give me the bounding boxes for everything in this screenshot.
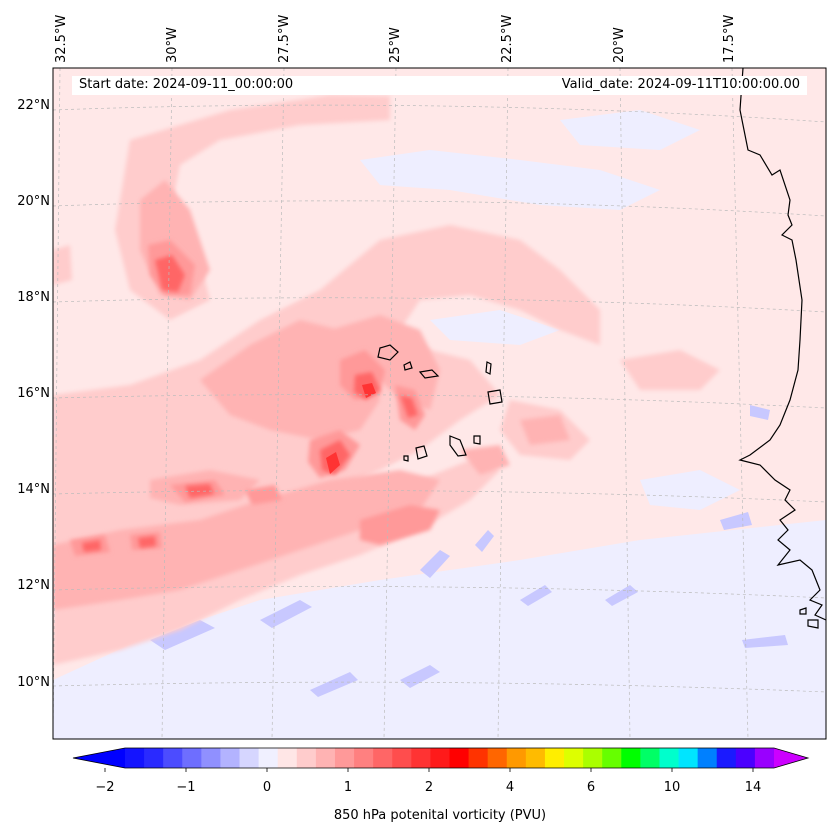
colorbar-cell — [277, 748, 298, 768]
colorbar-tick-label: 1 — [343, 780, 353, 795]
colorbar-tick-label: 4 — [505, 780, 515, 795]
colorbar-ticks — [104, 768, 754, 772]
lat-label: 10°N — [17, 675, 50, 690]
colorbar-tick-label: 2 — [424, 780, 434, 795]
colorbar-outline — [72, 747, 810, 769]
colorbar-cell — [354, 748, 374, 768]
colorbar-cell — [315, 748, 336, 768]
colorbar-cell — [506, 748, 527, 768]
colorbar-cell — [430, 748, 450, 768]
colorbar-cell — [392, 748, 412, 768]
colorbar-cell — [125, 748, 145, 768]
lon-label: 32.5°W — [54, 14, 69, 63]
graticule — [53, 68, 826, 739]
cape-verde-santo-antao — [377, 344, 399, 361]
bijagos-islands — [799, 607, 819, 629]
colorbar-cell — [182, 748, 202, 768]
colorbar-cell — [163, 748, 183, 768]
lon-label: 25°W — [388, 27, 403, 63]
colorbar-cell — [201, 748, 221, 768]
colorbar-cell — [621, 748, 641, 768]
cape-verde-fogo — [415, 445, 428, 460]
colorbar-cell — [334, 748, 355, 768]
cape-verde-sao-vicente — [403, 361, 413, 371]
cape-verde-boa-vista — [487, 389, 503, 405]
colorbar-tick-label: 14 — [744, 780, 762, 795]
colorbar-cell — [659, 748, 679, 768]
pv-level-5 — [326, 383, 376, 474]
cape-verde-sao-nicolau — [418, 369, 440, 379]
colorbar-cell — [258, 748, 279, 768]
valid-date-label: Valid_date: 2024-09-11T10:00:00.00 — [561, 77, 800, 92]
cape-verde-santiago — [449, 435, 467, 457]
colorbar-cells — [125, 748, 775, 768]
lon-label: 20°W — [612, 27, 627, 63]
cape-verde-sal — [485, 361, 492, 375]
cape-verde-maio — [473, 435, 481, 445]
lat-label: 16°N — [17, 386, 50, 401]
colorbar-cell — [640, 748, 660, 768]
lat-label: 18°N — [17, 290, 50, 305]
colorbar-cell — [296, 748, 317, 768]
colorbar-extend-high — [774, 748, 808, 768]
colorbar-cell — [697, 748, 718, 768]
colorbar-cell — [525, 748, 546, 768]
colorbar-tick-label: 6 — [586, 780, 596, 795]
colorbar-cell — [220, 748, 240, 768]
colorbar — [72, 747, 810, 772]
colorbar-cell — [468, 748, 489, 768]
lat-label: 14°N — [17, 482, 50, 497]
colorbar-title: 850 hPa potenital vorticity (PVU) — [333, 808, 547, 823]
colorbar-tick-label: 0 — [262, 780, 272, 795]
africa-coastline — [738, 68, 826, 621]
coastlines — [377, 68, 826, 629]
lon-label: 30°W — [165, 27, 180, 63]
colorbar-cell — [754, 748, 775, 768]
map-frame — [52, 67, 827, 740]
lon-label: 27.5°W — [277, 14, 292, 63]
colorbar-extend-low — [73, 748, 125, 768]
colorbar-cell — [487, 748, 508, 768]
colorbar-cell — [449, 748, 469, 768]
lat-label: 22°N — [17, 98, 50, 113]
colorbar-cell — [144, 748, 164, 768]
lat-label: 12°N — [17, 578, 50, 593]
colorbar-cell — [373, 748, 393, 768]
lon-label: 22.5°W — [500, 14, 515, 63]
colorbar-cell — [544, 748, 565, 768]
colorbar-cell — [735, 748, 756, 768]
colorbar-cell — [411, 748, 431, 768]
map-plot-area — [53, 68, 826, 739]
colorbar-cell — [583, 748, 603, 768]
colorbar-tick-label: 10 — [663, 780, 681, 795]
colorbar-cell — [716, 748, 737, 768]
lat-label: 20°N — [17, 194, 50, 209]
start-date-label: Start date: 2024-09-11_00:00:00 — [79, 77, 294, 92]
cape-verde-brava — [403, 455, 409, 462]
colorbar-cell — [564, 748, 584, 768]
colorbar-tick-label: −1 — [176, 780, 196, 795]
lon-label: 17.5°W — [722, 14, 737, 63]
colorbar-cell — [239, 748, 260, 768]
colorbar-cell — [678, 748, 699, 768]
date-header-bar — [72, 76, 807, 95]
colorbar-tick-label: −2 — [95, 780, 115, 795]
colorbar-cell — [602, 748, 622, 768]
